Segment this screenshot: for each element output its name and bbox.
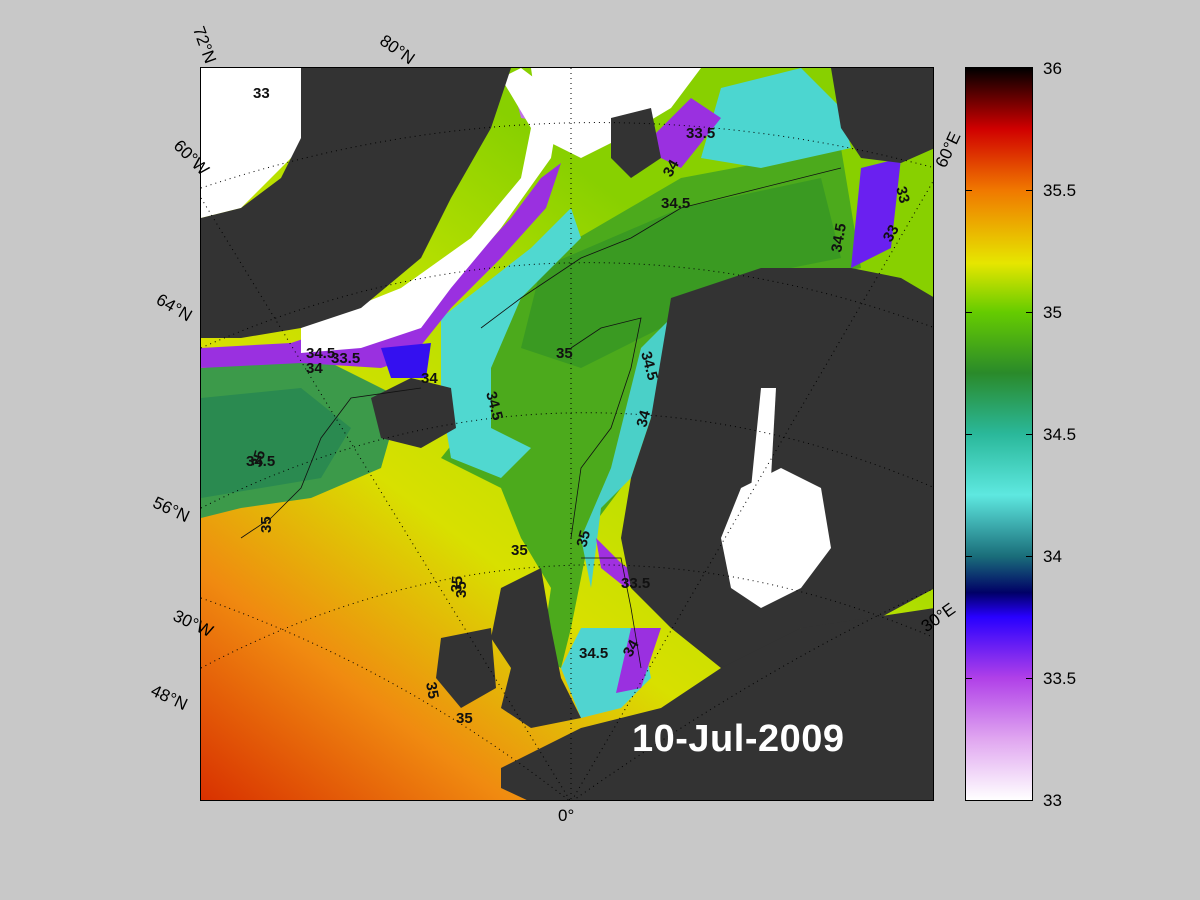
- contour-label: 33.5: [331, 350, 360, 367]
- lat-label: 48°N: [147, 680, 191, 715]
- contour-label: 33.5: [621, 575, 650, 592]
- colorbar-tickmark: [966, 434, 972, 435]
- contour-label: 34: [421, 370, 438, 387]
- iceland: [371, 378, 456, 448]
- lat-label: 64°N: [153, 289, 196, 326]
- contour-label: 34: [633, 408, 654, 429]
- colorbar-tickmark: [966, 800, 972, 801]
- colorbar-tickmark: [966, 68, 972, 69]
- contour-labels: 33 33.5 34 34.5 35 34.5 35 35 35 35 35 3…: [246, 85, 913, 727]
- contour-label: 34: [306, 360, 323, 377]
- svalbard: [611, 108, 661, 178]
- contour-label: 34.5: [661, 195, 690, 212]
- colorbar: [965, 67, 1033, 801]
- iceland-fresh: [381, 343, 431, 378]
- contour-label: 34.5: [306, 345, 335, 362]
- lon-label: 0°: [558, 806, 575, 825]
- ireland: [436, 628, 496, 708]
- colorbar-tick-label: 33.5: [1043, 669, 1077, 688]
- contour-label: 34: [660, 156, 683, 180]
- colorbar-tick-label: 34.5: [1043, 425, 1077, 444]
- lon-label: 60°E: [931, 128, 965, 171]
- colorbar-tick-label: 36: [1043, 59, 1062, 78]
- colorbar-tickmark: [1026, 556, 1032, 557]
- contour-label: 35: [422, 681, 442, 700]
- colorbar-tickmark: [1026, 800, 1032, 801]
- lat-label: 56°N: [149, 492, 193, 527]
- contour-label: 35: [556, 345, 573, 362]
- barents-front: [701, 68, 851, 168]
- contour-label: 35: [248, 449, 269, 470]
- colorbar-tick-label: 33: [1043, 791, 1062, 810]
- sea-ice-greenland: [201, 68, 301, 218]
- greenland-front: [441, 208, 581, 478]
- contour-label: 35: [453, 581, 470, 598]
- kara-fresh: [851, 158, 901, 268]
- contour-label: 34.5: [579, 645, 608, 662]
- contour-label: 34.5: [246, 453, 275, 470]
- sea-ice-east-greenland: [301, 68, 561, 353]
- colorbar-tickmark: [1026, 434, 1032, 435]
- colorbar-tickmark: [1026, 68, 1032, 69]
- colorbar-tick-label: 34: [1043, 547, 1062, 566]
- colorbar-tick-label: 35: [1043, 303, 1062, 322]
- contours: [240, 167, 842, 669]
- contour-label: 33: [253, 85, 270, 102]
- colorbar-tickmark: [1026, 190, 1032, 191]
- lat-label: 80°N: [376, 30, 419, 69]
- graticule: [201, 68, 933, 800]
- novaya-zemlya: [831, 68, 933, 163]
- baltic: [721, 468, 831, 608]
- colorbar-tickmark: [966, 678, 972, 679]
- sea-ice-arctic: [531, 68, 701, 158]
- colorbar-tickmark: [966, 556, 972, 557]
- greenland: [201, 68, 511, 338]
- colorbar-tick-label: 35.5: [1043, 181, 1077, 200]
- contour-label: 33: [880, 222, 903, 245]
- contour-label: 33.5: [686, 125, 715, 142]
- contour-label: 34: [620, 636, 643, 660]
- contour-label: 35: [258, 516, 275, 533]
- colorbar-tickmark: [966, 190, 972, 191]
- contour-label: 33: [892, 185, 913, 206]
- contour-label: 34.5: [482, 390, 506, 423]
- britain: [491, 568, 581, 728]
- colorbar-tickmark: [1026, 312, 1032, 313]
- svalbard-fresh: [641, 98, 721, 168]
- scandinavia: [621, 268, 933, 668]
- colorbar-tickmark: [1026, 678, 1032, 679]
- colorbar-tickmark: [966, 312, 972, 313]
- contour-label: 34.5: [828, 222, 850, 254]
- gulf-bothnia: [751, 388, 776, 488]
- contour-label: 35: [511, 542, 528, 559]
- contour-label: 35: [456, 710, 473, 727]
- irminger-green: [201, 388, 351, 498]
- lat-label: 72°N: [189, 23, 220, 66]
- europe: [501, 608, 933, 800]
- norwegian-sea-dark: [521, 178, 841, 368]
- contour-label: 35: [573, 529, 594, 550]
- salinity-map: 33 33.5 34 34.5 35 34.5 35 35 35 35 35 3…: [200, 67, 934, 801]
- contour-label: 35: [448, 575, 466, 593]
- contour-label: 34.5: [637, 350, 661, 383]
- german-bight: [616, 628, 661, 693]
- date-label: 10-Jul-2009: [632, 718, 845, 760]
